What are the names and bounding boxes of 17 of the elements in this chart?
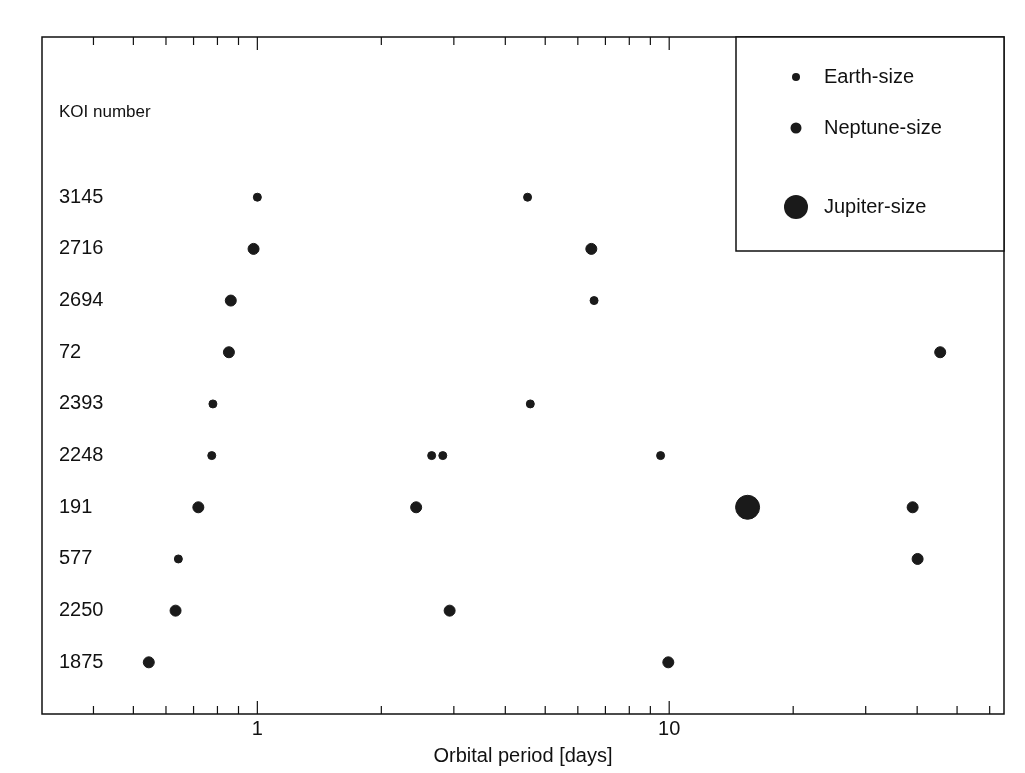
y-tick-label: 3145: [59, 184, 104, 207]
x-tick-label: 1: [251, 716, 263, 739]
y-tick-label: 2393: [59, 391, 104, 414]
x-axis-title: Orbital period [days]: [433, 743, 613, 766]
y-axis-title: KOI number: [59, 101, 151, 121]
legend-label: Neptune-size: [824, 115, 942, 138]
x-tick-label: 10: [658, 716, 681, 739]
y-tick-label: 2248: [59, 443, 104, 466]
y-tick-label: 2694: [59, 288, 104, 311]
legend-label: Jupiter-size: [824, 194, 927, 217]
y-tick-label: 2250: [59, 598, 104, 621]
y-tick-label: 191: [59, 494, 93, 517]
legend-label: Earth-size: [824, 64, 915, 87]
y-tick-label: 1875: [59, 649, 104, 672]
y-tick-label: 577: [59, 546, 93, 569]
y-tick-label: 2716: [59, 236, 104, 259]
y-tick-label: 72: [59, 339, 82, 362]
